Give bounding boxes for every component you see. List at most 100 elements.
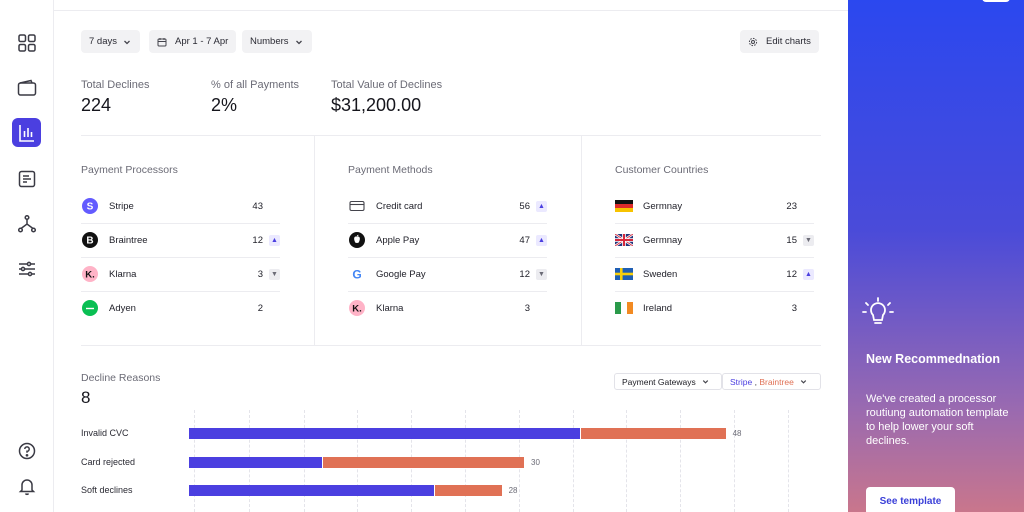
nav-documents[interactable] [12, 164, 41, 193]
bar-total-label: 48 [732, 429, 742, 438]
nav-routing[interactable] [12, 209, 41, 238]
trend-indicator [269, 201, 280, 212]
bar-braintree[interactable] [323, 456, 524, 468]
svg-text:K.: K. [85, 270, 95, 281]
gateway-select[interactable]: Payment Gateways [614, 373, 722, 390]
trend-indicator [269, 303, 280, 314]
trend-up-icon: ▲ [803, 268, 814, 280]
row-name: Klarna [376, 302, 404, 314]
reasons-value: 8 [81, 388, 91, 407]
list-item[interactable]: Adyen 2 [81, 291, 280, 325]
list-item[interactable]: G Google Pay 12 ▼ [348, 257, 547, 291]
grid-icon [17, 33, 36, 52]
klarna-logo-icon: K. [348, 299, 366, 317]
list-item[interactable]: Credit card 56 ▲ [348, 189, 547, 223]
trend-up-icon: ▲ [269, 234, 280, 246]
series-b-label: Braintree [759, 376, 794, 387]
list-item[interactable]: Germnay 23 [615, 189, 814, 223]
chevron-down-icon [124, 40, 130, 44]
list-item[interactable]: Ireland 3 [615, 291, 814, 325]
countries-title: Customer Countries [615, 164, 709, 176]
workflow-icon [17, 214, 36, 233]
row-name: Germnay [643, 200, 683, 212]
google-logo-icon: G [348, 265, 366, 283]
row-count: 43 [252, 200, 263, 212]
calendar-icon [157, 37, 167, 46]
row-divider [348, 223, 547, 224]
help-icon [18, 442, 35, 459]
main-content: 7 days Apr 1 - 7 Apr Numbers Edit charts… [54, 0, 848, 512]
lightbulb-icon [862, 297, 894, 324]
list-item[interactable]: Sweden 12 ▲ [615, 257, 814, 291]
series-select[interactable]: Stripe , Braintree [722, 373, 821, 390]
bar-stripe[interactable] [189, 456, 323, 468]
stat-label: % of all Payments [211, 79, 300, 91]
series-separator: , [752, 376, 760, 387]
trend-up-icon: ▲ [536, 234, 547, 246]
credit-card-icon [348, 197, 366, 215]
row-name: Credit card [376, 200, 423, 212]
nav-analytics[interactable] [12, 118, 41, 147]
nav-settings[interactable] [12, 254, 41, 283]
list-item[interactable]: K. Klarna 3 [348, 291, 547, 325]
bar-total-label: 28 [508, 486, 518, 495]
bar-braintree[interactable] [435, 485, 502, 496]
row-divider [615, 291, 814, 292]
row-name: Adyen [109, 302, 136, 314]
apple-logo-icon [348, 231, 366, 249]
date-range-filter[interactable]: Apr 1 - 7 Apr [149, 30, 237, 53]
germany-flag-icon [615, 197, 633, 215]
bar-category-label: Soft declines [81, 485, 133, 495]
row-count: 15 [786, 234, 797, 246]
row-count: 56 [519, 200, 530, 212]
edit-charts-button[interactable]: Edit charts [740, 30, 819, 53]
stripe-logo-icon: S [81, 197, 99, 215]
panel-tab [982, 0, 1010, 2]
row-count: 12 [252, 234, 263, 246]
chart-gridline [788, 410, 789, 512]
trend-up-icon: ▲ [536, 200, 547, 212]
row-divider [348, 291, 547, 292]
list-item[interactable]: B Braintree 12 ▲ [81, 223, 280, 257]
chart-gridline [573, 410, 574, 512]
nav-help[interactable] [12, 436, 41, 465]
nav-notifications[interactable] [12, 471, 41, 500]
processors-title: Payment Processors [81, 164, 178, 176]
recommendation-panel: New Recommednation We've created a proce… [848, 0, 1024, 512]
row-divider [615, 257, 814, 258]
display-mode-filter[interactable]: Numbers [242, 30, 312, 53]
row-count: 3 [524, 302, 530, 314]
list-item[interactable]: Apple Pay 47 ▲ [348, 223, 547, 257]
row-name: Sweden [643, 268, 678, 280]
row-name: Ireland [643, 302, 673, 314]
bar-chart-icon [18, 124, 34, 142]
row-count: 3 [257, 268, 263, 280]
bar-braintree[interactable] [581, 428, 726, 439]
sweden-flag-icon [615, 265, 633, 283]
chart-gridline [626, 410, 627, 512]
row-divider [615, 223, 814, 224]
bar-stripe[interactable] [189, 485, 435, 496]
promo-title: New Recommednation [866, 352, 1001, 366]
stat-value: 2% [211, 95, 238, 115]
trend-indicator [536, 303, 547, 314]
svg-text:B: B [86, 236, 93, 247]
nav-wallet[interactable] [12, 73, 41, 102]
date-range-label: Apr 1 - 7 Apr [175, 36, 229, 47]
svg-text:S: S [87, 202, 94, 213]
stat-label: Total Declines [81, 79, 150, 91]
nav-dashboard[interactable] [12, 28, 41, 57]
period-filter[interactable]: 7 days [81, 30, 140, 53]
list-item[interactable]: K. Klarna 3 ▼ [81, 257, 280, 291]
edit-charts-label: Edit charts [766, 36, 811, 47]
chevron-down-icon [800, 380, 806, 384]
stat-value: 224 [81, 95, 112, 115]
section-divider [81, 135, 821, 136]
sidebar [0, 0, 54, 512]
row-name: Google Pay [376, 268, 426, 280]
see-template-button[interactable]: See template [866, 487, 955, 512]
row-divider [81, 223, 280, 224]
list-item[interactable]: S Stripe 43 [81, 189, 280, 223]
bar-stripe[interactable] [189, 428, 580, 439]
list-item[interactable]: Germnay 15 ▼ [615, 223, 814, 257]
